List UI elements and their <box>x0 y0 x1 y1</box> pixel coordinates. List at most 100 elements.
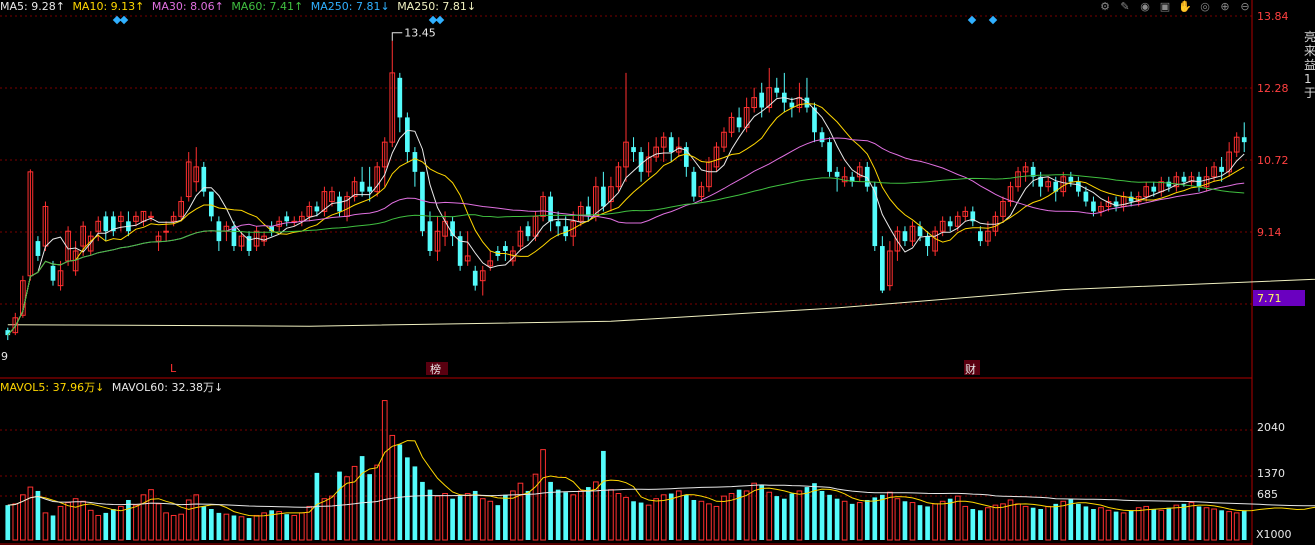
candle-body <box>1091 201 1096 212</box>
volume-bar <box>1068 498 1074 540</box>
volume-bar <box>525 490 531 540</box>
volume-bar <box>819 490 825 540</box>
zoom-out-icon[interactable]: ⊖ <box>1240 0 1250 13</box>
volume-bar <box>517 482 524 541</box>
brush-icon[interactable]: ✎ <box>1120 0 1130 13</box>
volume-bar <box>1015 503 1021 541</box>
candle-body <box>1000 201 1006 217</box>
mavol60-line <box>7 484 1315 508</box>
candle-body <box>1022 166 1029 173</box>
candle-body <box>728 116 735 133</box>
candle-body <box>774 87 780 93</box>
volume-bar <box>329 495 335 541</box>
settings-icon[interactable]: ⚙ <box>1100 0 1110 13</box>
volume-bar <box>208 509 214 540</box>
save-icon[interactable]: ▣ <box>1159 0 1171 13</box>
candle-body <box>479 270 486 282</box>
ma30-legend: MA30: 8.06↑ <box>151 0 224 13</box>
volume-bar <box>970 509 976 540</box>
volume-bar <box>246 518 252 540</box>
volume-bar <box>510 490 516 541</box>
candle-body <box>570 220 577 237</box>
candle-body <box>766 87 773 109</box>
candle-body <box>1203 176 1210 188</box>
volume-bar <box>87 509 94 541</box>
candle-body <box>623 141 629 168</box>
volume-bar <box>766 491 773 541</box>
volume-bar <box>743 490 750 541</box>
candle-body <box>412 152 418 172</box>
high-label: 13.45 <box>404 27 436 40</box>
candle-body <box>231 226 237 247</box>
candle-body <box>133 215 139 222</box>
volume-bar <box>841 500 848 541</box>
volume-bar <box>72 498 79 541</box>
low-label: 9 <box>1 350 8 363</box>
volume-bar <box>962 505 969 541</box>
price-tick-label: 12.28 <box>1257 82 1289 95</box>
candle-body <box>1226 151 1232 173</box>
volume-bar <box>95 514 102 541</box>
candle-body <box>827 142 832 172</box>
candle-body <box>1105 201 1112 207</box>
volume-bar <box>238 516 245 541</box>
volume-bar <box>736 489 742 540</box>
hand-icon[interactable]: ✋ <box>1178 0 1192 13</box>
volume-bar <box>608 489 614 541</box>
candle-body <box>351 181 358 198</box>
mavol5-legend: MAVOL5: 37.96万↓ <box>0 381 105 394</box>
volume-bar <box>178 513 185 541</box>
candle-body <box>420 171 425 232</box>
eye-icon[interactable]: ◉ <box>1140 0 1150 13</box>
candle-body <box>1045 181 1052 188</box>
candle-body <box>540 196 546 217</box>
volume-bar <box>321 498 328 541</box>
volume-bar <box>1226 511 1232 541</box>
volume-bar <box>585 487 591 540</box>
volume-bar <box>932 503 938 541</box>
volume-bar <box>472 490 478 540</box>
candle-body <box>367 186 372 192</box>
volume-bar <box>925 506 930 540</box>
volume-bar <box>57 505 64 541</box>
candle-body <box>525 226 531 237</box>
volume-bar <box>540 449 546 541</box>
candle-body <box>736 117 742 128</box>
volume-bar <box>80 500 87 541</box>
signal-diamond-icon <box>119 15 129 25</box>
volume-bar <box>992 504 999 541</box>
volume-bar <box>570 494 577 541</box>
volume-bar <box>223 513 230 541</box>
candle-body <box>306 205 313 217</box>
volume-unit-label: X1000 <box>1256 528 1292 541</box>
ma-lines <box>7 97 1245 336</box>
candle-body <box>1113 201 1119 207</box>
high-marker <box>391 32 403 41</box>
candle-body <box>163 230 169 233</box>
price-axis: 13.84 12.28 10.72 9.14 7.71 2040 1370 685 X1000 <box>1253 10 1305 541</box>
volume-bar <box>917 505 923 540</box>
volume-bar <box>148 489 154 541</box>
volume-bar <box>65 502 71 541</box>
candle-body <box>503 246 508 251</box>
candle-body <box>487 260 494 267</box>
volume-bar <box>185 499 192 541</box>
volume-bar <box>163 512 169 541</box>
zoom-in-icon[interactable]: ⊕ <box>1220 0 1230 13</box>
candle-body <box>517 230 524 247</box>
price-tick-label: 9.14 <box>1257 226 1282 239</box>
volume-bar <box>698 500 705 541</box>
candle-body <box>631 147 636 153</box>
candle-body <box>970 211 976 222</box>
candle-body <box>314 206 320 212</box>
candle-body <box>939 220 946 232</box>
candle-body <box>962 210 969 217</box>
volume-bar <box>751 482 758 541</box>
globe-icon[interactable]: ◎ <box>1200 0 1210 13</box>
volume-bar <box>20 494 26 541</box>
volume-bar <box>367 474 372 540</box>
chart-toolbar: ⚙ ✎ ◉ ▣ ✋ ◎ ⊕ ⊖ <box>1095 0 1255 14</box>
right-side-panel-edge: 亮 来 益 1 于 <box>1304 30 1315 100</box>
volume-bar <box>1091 509 1096 540</box>
